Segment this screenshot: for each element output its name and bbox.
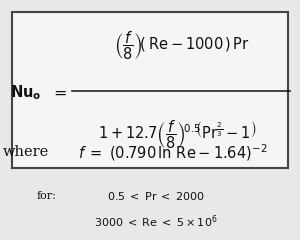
Text: $=$: $=$	[50, 84, 67, 101]
Text: where: where	[2, 145, 49, 159]
Text: $1 + 12.7\left(\dfrac{f}{8}\right)^{\!0.5}\!\!\left(\mathrm{Pr}^{\frac{2}{3}} - : $1 + 12.7\left(\dfrac{f}{8}\right)^{\!0.…	[98, 118, 256, 151]
Text: $\mathbf{Nu_o}$: $\mathbf{Nu_o}$	[10, 83, 41, 102]
FancyBboxPatch shape	[12, 12, 288, 168]
Text: $3000\;<\;\mathrm{Re}\;<\;5\times10^{6}$: $3000\;<\;\mathrm{Re}\;<\;5\times10^{6}$	[94, 214, 218, 230]
Text: $0.5\;<\;\mathrm{Pr}\;<\;2000$: $0.5\;<\;\mathrm{Pr}\;<\;2000$	[107, 190, 205, 202]
Text: for:: for:	[37, 191, 56, 201]
Text: $f\;=\;(0.790\,\ln\,\mathrm{Re} - 1.64)^{-2}$: $f\;=\;(0.790\,\ln\,\mathrm{Re} - 1.64)^…	[78, 142, 267, 163]
Text: $\left(\dfrac{f}{8}\right)\!(\,\mathrm{Re} - 1000\,)\,\mathrm{Pr}$: $\left(\dfrac{f}{8}\right)\!(\,\mathrm{R…	[114, 29, 249, 62]
